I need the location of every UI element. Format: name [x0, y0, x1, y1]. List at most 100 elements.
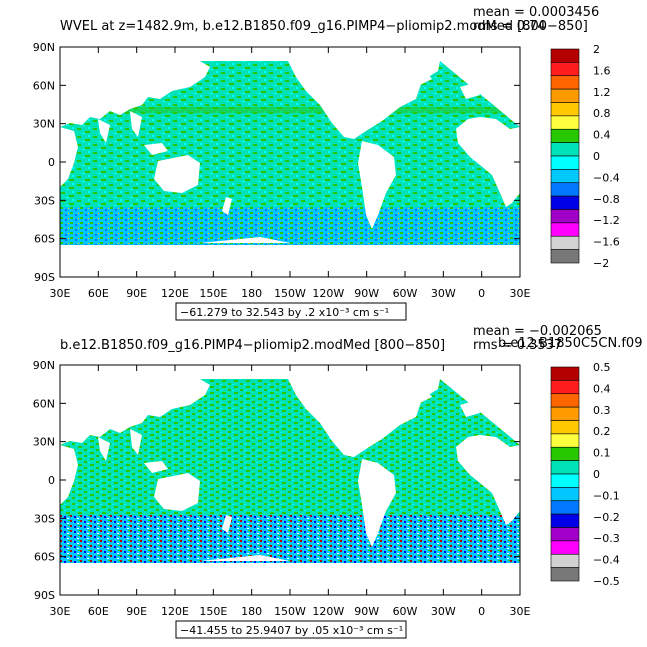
lon-label: 30E [510, 605, 531, 618]
lat-label: 0 [48, 156, 55, 169]
lat-label: 30N [33, 118, 55, 131]
colorbar-label: 2 [593, 43, 600, 56]
lon-label: 60E [88, 605, 109, 618]
colorbar-swatch [550, 487, 580, 502]
colorbar-swatch [550, 553, 580, 568]
colorbar-label: 0 [593, 468, 600, 481]
colorbar-swatch [550, 48, 580, 63]
panel-title: b.e12.B1850.f09_g16.PIMP4−pliomip2.modMe… [60, 338, 445, 353]
lat-label: 90S [34, 271, 55, 284]
colorbar-label: 0.4 [593, 382, 611, 395]
lat-label: 90N [33, 41, 55, 54]
panel-annotations-0: WVEL at z=1482.9m, b.e12.B1850.f09_g16.P… [33, 5, 620, 321]
lon-label: 0 [478, 605, 485, 618]
colorbar-swatch [550, 249, 580, 264]
colorbar-label: 0.8 [593, 107, 611, 120]
map-panel-bottom [59, 364, 521, 596]
overlay-text: b.e12.B1850C5CN.f09 [498, 336, 642, 351]
southern-ocean-field [60, 515, 520, 563]
lon-label: 90E [126, 287, 147, 300]
range-box-frame [175, 302, 407, 321]
colorbar-label: 0 [593, 150, 600, 163]
colorbar-swatch [550, 222, 580, 237]
lat-label: 60N [33, 79, 55, 92]
lon-label: 120W [312, 287, 344, 300]
lon-label: 90W [354, 605, 379, 618]
colorbar: 2 1.6 1.2 0.8 0.4 0 −0.4 −0.8 −1.2 −1.6 −2 [550, 43, 620, 270]
colorbar-swatch [550, 115, 580, 130]
lat-label: 90S [34, 589, 55, 602]
lat-label: 30S [34, 194, 55, 207]
colorbar-swatch [550, 473, 580, 488]
lat-label: 90N [33, 359, 55, 372]
lon-label: 150E [199, 605, 227, 618]
colorbar-swatch [550, 420, 580, 435]
lon-label: 30E [50, 605, 71, 618]
colorbar-label: −0.1 [593, 489, 620, 502]
lon-label: 60W [393, 287, 418, 300]
range-label: −61.279 to 32.543 by .2 x10⁻³ cm s⁻¹ [180, 306, 389, 319]
colorbar-swatch [550, 393, 580, 408]
lon-label: 30W [431, 287, 456, 300]
rms-label: rms = 0.74 [473, 19, 546, 34]
colorbar-label: −1.6 [593, 236, 620, 249]
colorbar-label: −2 [593, 257, 609, 270]
range-label-box: −61.279 to 32.543 by .2 x10⁻³ cm s⁻¹ [175, 302, 407, 321]
colorbar-swatch [550, 88, 580, 103]
panel-title: WVEL at z=1482.9m, b.e12.B1850.f09_g16.P… [60, 19, 588, 34]
colorbar-swatch [550, 380, 580, 395]
southern-ocean-field [60, 207, 520, 245]
colorbar-label: −0.3 [593, 532, 620, 545]
lon-label: 180 [241, 605, 262, 618]
colorbar-swatch [550, 500, 580, 515]
colorbar-swatch [550, 460, 580, 475]
equatorial-band [60, 107, 520, 113]
colorbar-swatch [550, 209, 580, 224]
colorbar-label: 1.2 [593, 86, 611, 99]
colorbar-swatch [550, 169, 580, 184]
colorbar-swatch [550, 235, 580, 250]
colorbar-swatch [550, 527, 580, 542]
lat-label: 0 [48, 474, 55, 487]
colorbar-swatch [550, 128, 580, 143]
colorbar-swatch [550, 142, 580, 157]
mean-label: mean = 0.0003456 [473, 5, 599, 20]
colorbar-swatch [550, 567, 580, 582]
lon-label: 30W [431, 605, 456, 618]
map-panel-top [59, 46, 521, 278]
rms-label: rms = 0.3537 [473, 338, 562, 353]
colorbar-label: 0.1 [593, 447, 611, 460]
lon-label: 150W [274, 605, 306, 618]
colorbar-swatch [550, 446, 580, 461]
colorbar-label: −0.8 [593, 193, 620, 206]
lon-label: 60E [88, 287, 109, 300]
colorbar-swatch [550, 155, 580, 170]
lon-label: 120E [161, 605, 189, 618]
colorbar-swatch [550, 182, 580, 197]
colorbar-swatch [550, 102, 580, 117]
lat-label: 30N [33, 436, 55, 449]
colorbar-swatch [550, 513, 580, 528]
colorbar-swatch [550, 75, 580, 90]
colorbar-label: −0.4 [593, 554, 620, 567]
lon-label: 180 [241, 287, 262, 300]
lat-label: 30S [34, 512, 55, 525]
colorbar-swatch [550, 406, 580, 421]
lon-label: 150W [274, 287, 306, 300]
range-box-frame [175, 620, 407, 639]
lon-label: 150E [199, 287, 227, 300]
range-label-box: −41.455 to 25.9407 by .05 x10⁻³ cm s⁻¹ [175, 620, 407, 639]
colorbar: 0.5 0.4 0.3 0.2 0.1 0 −0.1 −0.2 −0.3 −0.4 −0.5 [550, 361, 620, 588]
lon-label: 90E [126, 605, 147, 618]
lon-label: 120W [312, 605, 344, 618]
colorbar-swatch [550, 540, 580, 555]
lon-label: 0 [478, 287, 485, 300]
lon-label: 30E [510, 287, 531, 300]
colorbar-label: −0.4 [593, 171, 620, 184]
colorbar-swatch [550, 62, 580, 77]
colorbar-swatch [550, 433, 580, 448]
colorbar-label: −0.5 [593, 575, 620, 588]
colorbar-label: −1.2 [593, 214, 620, 227]
lat-label: 60N [33, 397, 55, 410]
